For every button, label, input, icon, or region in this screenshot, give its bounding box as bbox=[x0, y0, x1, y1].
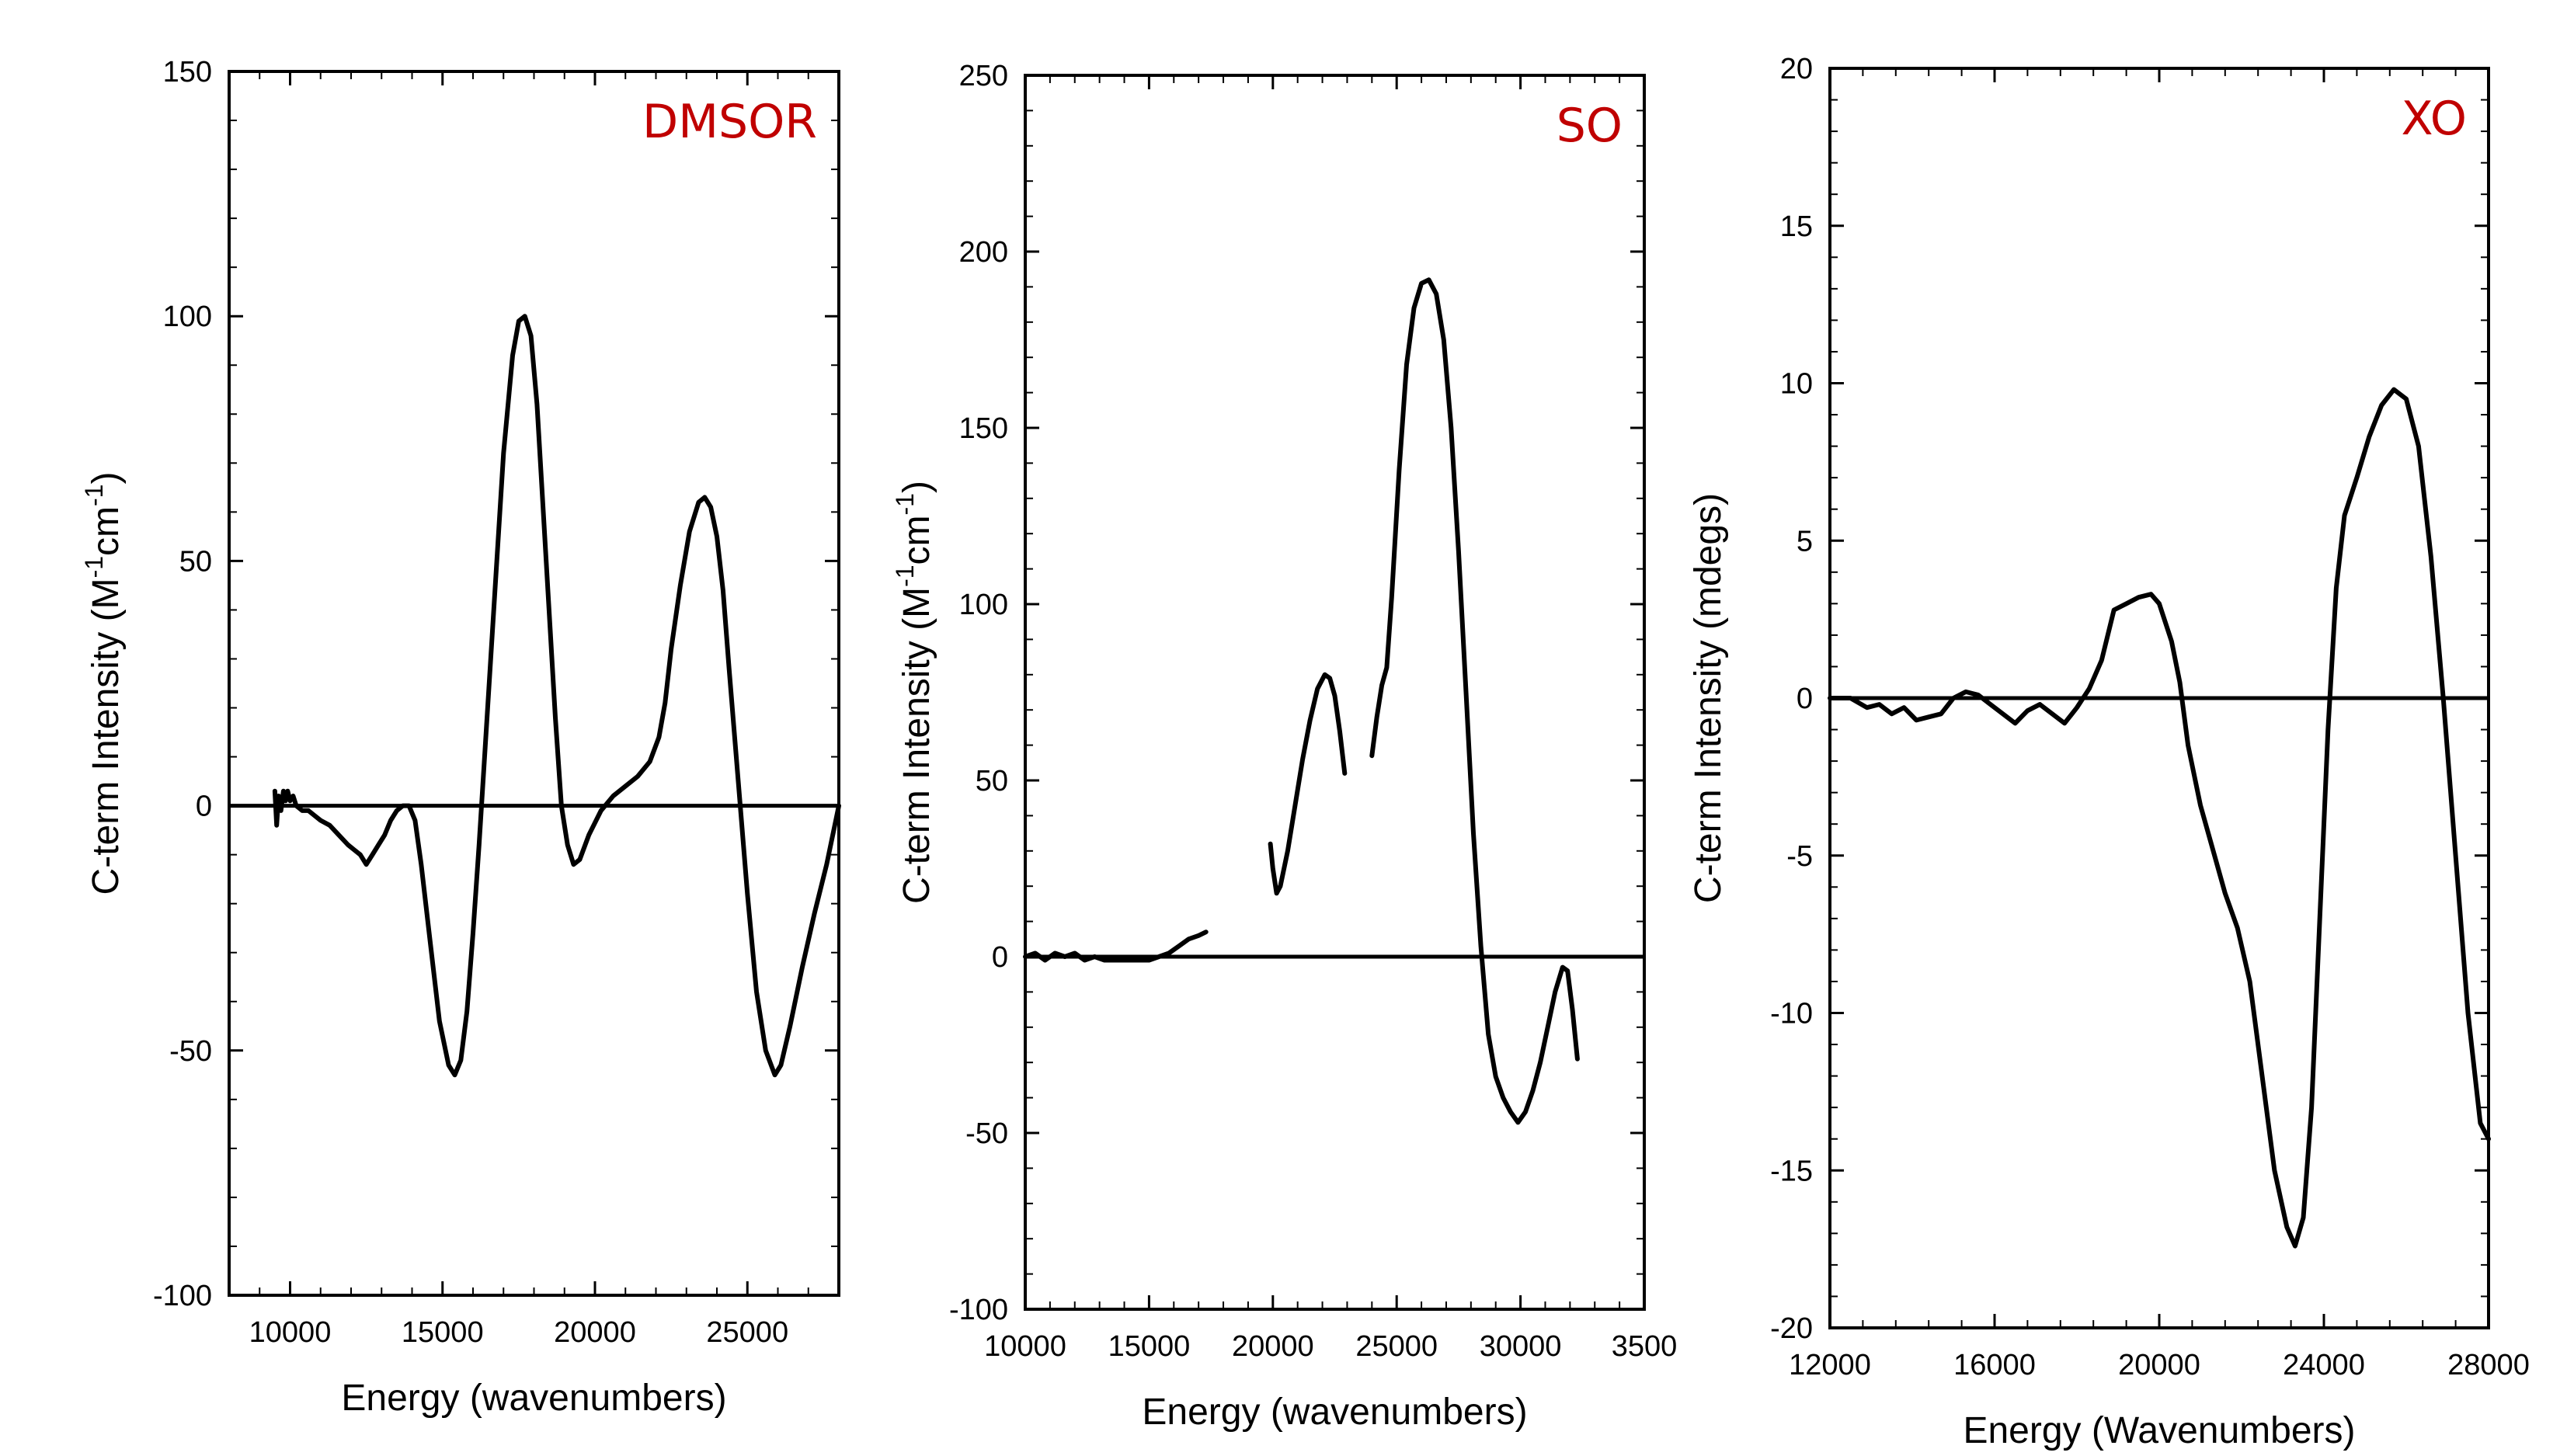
x-tick-label: 20000 bbox=[2118, 1349, 2200, 1381]
so-y-axis-label: C-term Intensity (M-1cm-1) bbox=[891, 481, 937, 904]
y-tick-label: -100 bbox=[949, 1294, 1008, 1326]
y-tick-label: 5 bbox=[1797, 525, 1813, 558]
dmsor-x-axis-label: Energy (wavenumbers) bbox=[341, 1378, 726, 1419]
spectrum-line-segment bbox=[1268, 672, 1348, 896]
so-plot-frame bbox=[1024, 74, 1646, 1311]
y-tick-label: -20 bbox=[1770, 1312, 1813, 1345]
x-tick-label: 20000 bbox=[1232, 1330, 1314, 1363]
y-tick-label: 0 bbox=[196, 791, 212, 823]
xo-panel: 20 15 10 5 0 -5 -10 -15 -20 12000 16000 20000 24000 2… bbox=[1688, 53, 2530, 1451]
y-tick-label: 0 bbox=[1797, 683, 1813, 715]
so-series bbox=[1023, 277, 1580, 1125]
y-tick-label: -15 bbox=[1770, 1155, 1813, 1187]
x-tick-label: 15000 bbox=[402, 1316, 484, 1349]
y-tick-label: 100 bbox=[959, 589, 1008, 621]
x-tick-label: 24000 bbox=[2283, 1349, 2365, 1381]
xo-panel-label: XO bbox=[2402, 92, 2468, 146]
x-tick-label: 12000 bbox=[1789, 1349, 1871, 1381]
xo-y-axis-label: C-term Intensity (mdegs) bbox=[1688, 493, 1729, 903]
y-tick-label: 200 bbox=[959, 236, 1008, 269]
dmsor-panel-label: DMSOR bbox=[642, 95, 817, 149]
y-tick-label: 150 bbox=[959, 412, 1008, 445]
y-tick-label: 150 bbox=[163, 56, 212, 89]
x-tick-label: 28000 bbox=[2447, 1349, 2530, 1381]
x-tick-label: 15000 bbox=[1108, 1330, 1191, 1363]
xo-x-axis-label: Energy (Wavenumbers) bbox=[1963, 1410, 2355, 1451]
y-tick-label: 50 bbox=[179, 545, 212, 578]
x-tick-label: 10000 bbox=[249, 1316, 332, 1349]
y-tick-label: 0 bbox=[992, 941, 1008, 974]
xo-series bbox=[1828, 387, 2491, 1249]
y-tick-label: -100 bbox=[153, 1280, 212, 1312]
dmsor-panel: 150 100 50 0 -50 -100 10000 15000 20000 25000 DMS… bbox=[80, 56, 841, 1419]
x-tick-label: 30000 bbox=[1480, 1330, 1562, 1363]
spectrum-line-segment bbox=[1369, 277, 1580, 1125]
spectrum-line-segment bbox=[1828, 387, 2491, 1249]
so-panel-label: SO bbox=[1557, 99, 1623, 153]
x-tick-label: 3500 bbox=[1612, 1330, 1678, 1363]
y-tick-label: 10 bbox=[1780, 368, 1813, 401]
y-tick-label: -5 bbox=[1786, 840, 1813, 873]
y-tick-label: 15 bbox=[1780, 210, 1813, 243]
x-tick-label: 20000 bbox=[554, 1316, 636, 1349]
dmsor-series bbox=[272, 314, 841, 1078]
spectrum-line-segment bbox=[272, 314, 841, 1078]
dmsor-y-axis-label: C-term Intensity (M-1cm-1) bbox=[80, 472, 127, 895]
so-ticks: 250 200 150 100 50 0 -50 -100 10000 15000 20000 250… bbox=[949, 60, 1677, 1363]
y-tick-label: 50 bbox=[976, 765, 1008, 797]
y-tick-label: -50 bbox=[169, 1035, 212, 1068]
y-tick-label: -50 bbox=[965, 1117, 1008, 1150]
y-tick-label: 20 bbox=[1780, 53, 1813, 85]
x-tick-label: 25000 bbox=[1355, 1330, 1438, 1363]
y-tick-label: -10 bbox=[1770, 998, 1813, 1030]
y-tick-label: 100 bbox=[163, 301, 212, 333]
xo-ticks: 20 15 10 5 0 -5 -10 -15 -20 12000 16000 20000 24000 2… bbox=[1770, 53, 2530, 1381]
x-tick-label: 10000 bbox=[984, 1330, 1066, 1363]
so-panel: 250 200 150 100 50 0 -50 -100 10000 15000 20000 250… bbox=[891, 60, 1677, 1433]
so-x-axis-label: Energy (wavenumbers) bbox=[1142, 1392, 1527, 1433]
dmsor-ticks: 150 100 50 0 -50 -100 10000 15000 20000 25000 bbox=[153, 56, 840, 1349]
spectrum-line-segment bbox=[1023, 930, 1209, 963]
x-tick-label: 25000 bbox=[706, 1316, 788, 1349]
y-tick-label: 250 bbox=[959, 60, 1008, 92]
x-tick-label: 16000 bbox=[1953, 1349, 2036, 1381]
